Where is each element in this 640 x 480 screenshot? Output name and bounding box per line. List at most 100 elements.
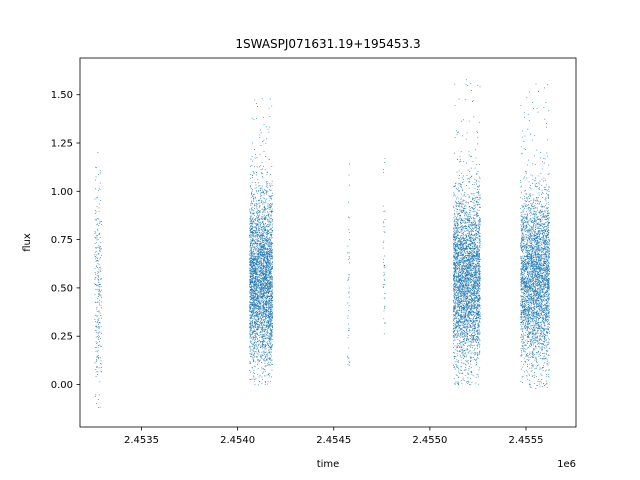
data-point: [272, 289, 273, 291]
data-point: [258, 238, 259, 239]
data-point: [458, 286, 460, 288]
data-point: [100, 289, 102, 291]
data-point: [256, 300, 258, 302]
data-point: [270, 257, 272, 259]
data-point: [266, 236, 268, 238]
data-point: [250, 297, 252, 299]
data-point: [267, 345, 269, 346]
data-point: [251, 225, 252, 227]
data-point: [250, 303, 252, 305]
data-point: [267, 212, 269, 214]
data-point: [260, 317, 262, 319]
data-point: [259, 303, 261, 305]
data-point: [254, 271, 256, 272]
data-point: [473, 250, 475, 252]
data-point: [252, 268, 254, 270]
data-point: [269, 252, 271, 254]
data-point: [265, 274, 266, 276]
data-point: [270, 283, 271, 284]
data-point: [254, 286, 255, 288]
data-point: [476, 248, 478, 250]
data-point: [259, 322, 261, 323]
data-point: [263, 287, 264, 288]
data-point: [253, 342, 255, 344]
data-point: [453, 195, 455, 197]
data-point: [259, 249, 261, 251]
data-point: [266, 311, 268, 313]
data-point: [261, 215, 263, 217]
data-point: [264, 235, 265, 237]
data-point: [456, 295, 457, 297]
data-point: [95, 361, 97, 362]
data-point: [250, 270, 252, 272]
data-point: [269, 282, 271, 284]
data-point: [463, 354, 465, 356]
data-point: [261, 362, 262, 363]
data-point: [348, 216, 349, 218]
data-point: [257, 230, 259, 231]
data-point: [270, 335, 272, 337]
data-point: [458, 274, 459, 276]
data-point: [254, 226, 256, 228]
data-point: [265, 284, 267, 286]
data-point: [269, 308, 271, 310]
data-point: [471, 222, 473, 224]
data-point: [256, 287, 258, 289]
data-point: [251, 352, 253, 354]
data-point: [467, 286, 469, 288]
data-point: [266, 262, 268, 264]
data-point: [461, 265, 462, 267]
data-point: [467, 281, 469, 283]
data-point: [254, 345, 255, 346]
data-point: [249, 301, 251, 303]
data-point: [261, 173, 262, 175]
data-point: [101, 345, 102, 347]
data-point: [258, 216, 260, 217]
data-point: [262, 287, 264, 289]
data-point: [259, 256, 261, 258]
data-point: [260, 145, 262, 146]
data-point: [271, 331, 272, 332]
data-point: [265, 344, 267, 346]
data-point: [250, 226, 251, 228]
data-point: [259, 302, 261, 303]
data-point: [249, 276, 251, 278]
data-point: [261, 279, 263, 281]
data-point: [268, 349, 270, 350]
data-point: [263, 245, 264, 247]
data-point: [268, 335, 270, 337]
data-point: [250, 178, 252, 179]
data-point: [249, 285, 251, 287]
data-point: [98, 203, 100, 205]
data-point: [253, 290, 255, 292]
data-point: [263, 279, 265, 281]
data-point: [267, 224, 268, 225]
data-point: [256, 263, 257, 264]
data-point: [270, 334, 272, 336]
data-point: [254, 231, 256, 233]
data-point: [252, 314, 254, 316]
data-point: [255, 281, 256, 282]
data-point: [253, 285, 255, 287]
data-point: [263, 124, 265, 125]
data-point: [258, 190, 259, 191]
data-point: [251, 280, 253, 282]
data-point: [251, 252, 253, 254]
data-point: [262, 272, 264, 274]
data-point: [474, 316, 476, 317]
data-point: [270, 306, 272, 307]
data-point: [98, 234, 100, 235]
data-point: [263, 351, 265, 353]
data-point: [250, 307, 252, 309]
data-point: [250, 194, 252, 195]
data-point: [94, 233, 96, 234]
data-point: [259, 332, 261, 334]
data-point: [253, 369, 255, 371]
data-point: [465, 277, 467, 279]
data-point: [263, 248, 264, 250]
data-point: [256, 272, 258, 274]
data-point: [254, 292, 256, 294]
data-point: [459, 346, 461, 348]
data-point: [267, 309, 268, 311]
data-point: [250, 289, 252, 291]
